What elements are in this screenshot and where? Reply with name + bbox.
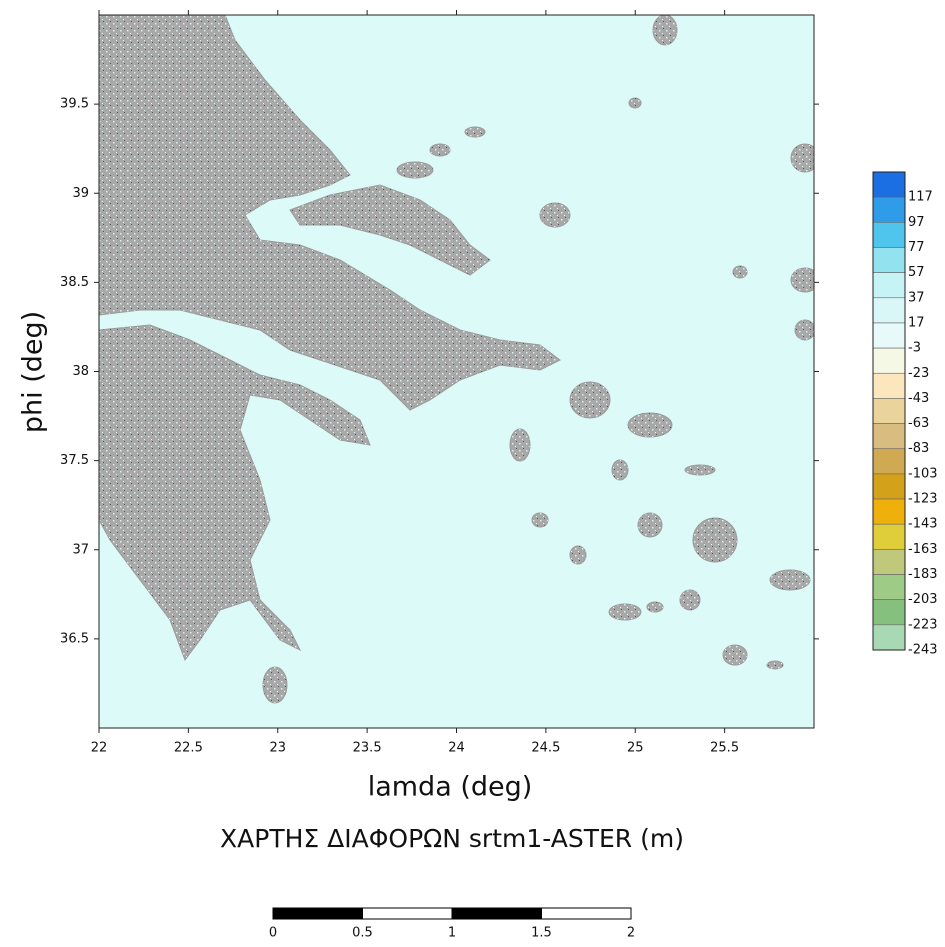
colorbar-swatch (872, 398, 906, 424)
scale-segment (272, 907, 363, 920)
land-texture (770, 570, 810, 590)
colorbar-label: 57 (908, 265, 925, 280)
colorbar-swatch (872, 196, 906, 223)
land-texture (628, 413, 672, 437)
colorbar-label: 117 (908, 190, 933, 205)
y-tick-label: 39.5 (60, 97, 89, 112)
colorbar-swatch (872, 498, 906, 525)
colorbar-label: 77 (908, 240, 925, 255)
land-texture (570, 546, 586, 564)
colorbar-label: -83 (908, 441, 929, 456)
scale-label: 0 (269, 926, 277, 941)
land-texture (733, 266, 747, 278)
colorbar-label: -123 (908, 492, 938, 507)
map-title: ΧΑΡΤΗΣ ΔΙΑΦΟΡΩΝ srtm1-ASTER (m) (220, 824, 684, 853)
y-tick-label: 37.5 (60, 453, 89, 468)
land (99, 15, 814, 704)
land-texture (540, 203, 570, 227)
colorbar-swatch (872, 624, 906, 651)
x-tick-label: 22.5 (174, 741, 203, 756)
colorbar-label: -63 (908, 416, 929, 431)
colorbar-label: -143 (908, 517, 938, 532)
colorbar-label: 97 (908, 215, 925, 230)
colorbar-swatch (872, 523, 906, 550)
colorbar-swatch (872, 347, 906, 374)
x-tick-label: 25.5 (710, 741, 739, 756)
land-texture (795, 320, 814, 340)
colorbar-label: -43 (908, 391, 929, 406)
colorbar-swatch (872, 549, 906, 575)
colorbar-swatch (872, 171, 906, 198)
scale-label: 1.5 (531, 926, 552, 941)
colorbar-label: -223 (908, 617, 938, 632)
colorbar-frame (872, 171, 906, 651)
colorbar-swatch (872, 222, 906, 248)
land-texture (263, 667, 287, 703)
colorbar-swatch (872, 247, 906, 273)
colorbar-swatch (872, 272, 906, 299)
land-texture (397, 162, 433, 178)
land-texture (629, 98, 641, 108)
colorbar-swatch (872, 297, 906, 324)
y-tick-label: 37 (72, 542, 89, 557)
x-tick-label: 23 (269, 741, 286, 756)
colorbar-label: -183 (908, 567, 938, 582)
y-axis-label: phi (deg) (18, 311, 49, 433)
land-texture (638, 513, 662, 537)
colorbar-label: -163 (908, 542, 938, 557)
colorbar-label: -3 (908, 341, 921, 356)
land-texture (609, 604, 641, 620)
y-tick-label: 36.5 (60, 631, 89, 646)
x-tick-label: 24 (448, 741, 465, 756)
x-tick-label: 22 (91, 741, 108, 756)
colorbar-swatch (872, 473, 906, 500)
land-texture (680, 590, 700, 610)
land-texture (653, 15, 677, 45)
land-texture (532, 513, 548, 527)
scale-segment (451, 907, 542, 920)
scale-label: 1 (448, 926, 456, 941)
land-texture (465, 127, 485, 137)
land-texture (647, 602, 663, 612)
y-tick-label: 38 (72, 364, 89, 379)
x-tick-label: 23.5 (353, 741, 382, 756)
colorbar-swatch (872, 574, 906, 600)
land-texture (723, 645, 747, 665)
scale-label: 2 (627, 926, 635, 941)
y-tick-label: 38.5 (60, 275, 89, 290)
land-texture (99, 325, 370, 660)
colorbar-label: 17 (908, 315, 925, 330)
x-tick-label: 24.5 (531, 741, 560, 756)
x-tick-label: 25 (627, 741, 644, 756)
colorbar-label: -103 (908, 466, 938, 481)
colorbar-label: 37 (908, 290, 925, 305)
scale-segment (362, 907, 453, 920)
land-texture (430, 144, 450, 156)
land-texture (767, 661, 783, 669)
land-texture (290, 185, 490, 275)
y-tick-label: 39 (72, 186, 89, 201)
colorbar-swatch (872, 322, 906, 349)
scale-label: 0.5 (352, 926, 373, 941)
colorbar-label: -243 (908, 643, 938, 658)
colorbar-swatch (872, 599, 906, 626)
land-texture (570, 382, 610, 418)
x-axis-label: lamda (deg) (368, 772, 533, 803)
land-texture (791, 144, 814, 172)
colorbar-label: -203 (908, 592, 938, 607)
land-texture (99, 15, 560, 410)
land-texture (791, 268, 814, 292)
colorbar-swatch (872, 423, 906, 450)
land-texture (612, 460, 628, 480)
colorbar-swatch (872, 448, 906, 475)
colorbar-swatch (872, 372, 906, 399)
scale-segment (541, 907, 632, 920)
land-texture (693, 518, 737, 562)
colorbar-label: -23 (908, 366, 929, 381)
land-texture (685, 465, 715, 475)
land-texture (510, 429, 530, 461)
